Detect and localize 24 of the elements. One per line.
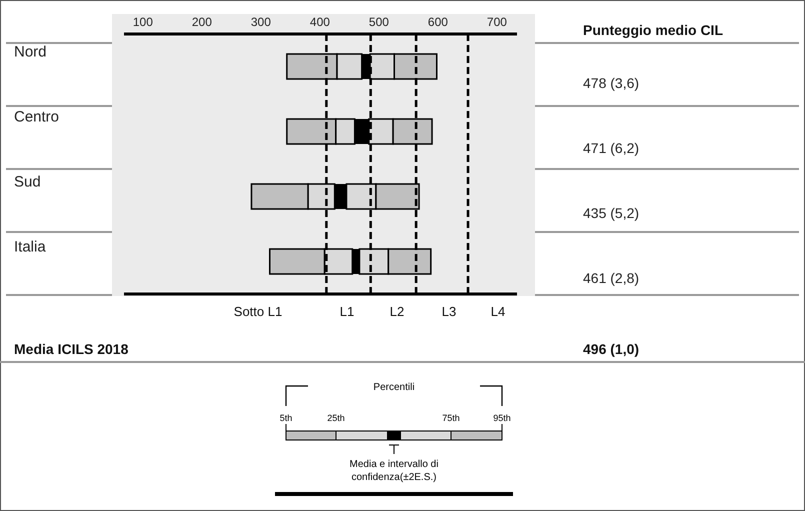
x-tick-label: 400 [310,15,330,29]
x-tick-label: 500 [368,15,390,29]
text: 435 (5,2) [583,204,640,220]
text: L4 [490,304,506,319]
x-tick-label: 300 [250,15,272,29]
y-tick-label: Centro [14,108,60,126]
text: 461 (2,8) [583,270,640,286]
text: L3 [442,304,456,319]
x-tick-label: 200 [192,15,212,29]
y2-axis-title: Punteggio medio CIL [583,22,723,38]
x-tick-label: 700 [486,15,508,29]
percentile-key: Percentili 5th 25th 75th 95th Media e intervallo di confidenza(±2E.S.) [280,376,510,486]
y-tick-label: Nord [14,43,47,60]
text: L2 [390,304,404,319]
text: 478 (3,6) [583,74,640,90]
y-tick-label: Sud [14,173,41,190]
x-tick-label: 100 [132,15,154,29]
x-tick-label: 600 [428,15,448,29]
y-tick-label: Italia [14,238,46,256]
text: Media ICILS 2018 [14,341,128,357]
text: Sotto L1 [234,304,282,319]
text: 471 (6,2) [583,140,640,156]
text: L1 [340,304,354,319]
text: 496 (1,0) [583,341,640,357]
